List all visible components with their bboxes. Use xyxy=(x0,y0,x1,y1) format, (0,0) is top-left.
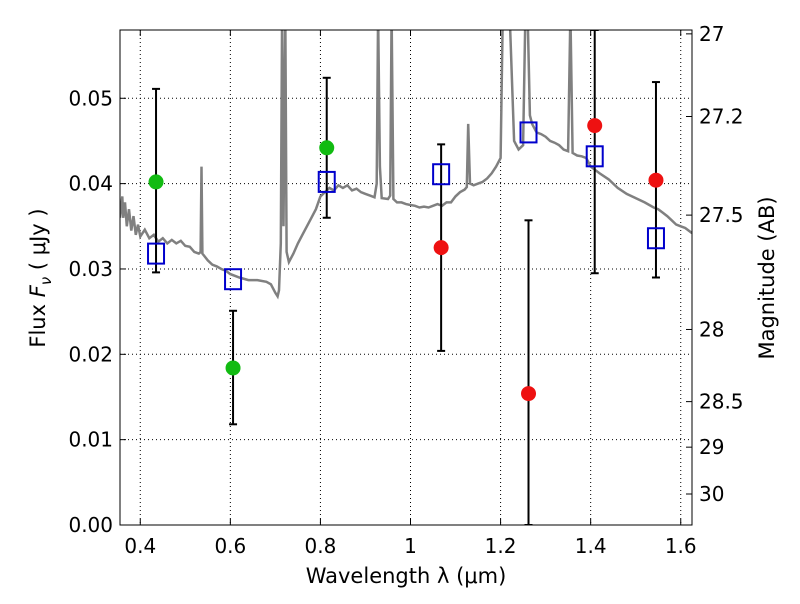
axis-ticks: 0.4 0.6 0.8 1 1.2 1.4 1.6 0.00 0.01 0.02 0.03 0.04 0… xyxy=(68,22,743,558)
model-band-square xyxy=(147,242,166,265)
model-band-square xyxy=(519,121,538,144)
red-data-point xyxy=(648,172,664,188)
model-band-square xyxy=(317,170,336,193)
y-tick-label: 0.01 xyxy=(68,428,113,452)
y-axis-label-suffix: ( μJy ) xyxy=(26,208,50,276)
observed-points xyxy=(148,118,664,402)
x-tick-label: 1 xyxy=(404,534,417,558)
y-axis-label-prefix: Flux xyxy=(26,297,50,347)
green-data-point xyxy=(225,360,241,376)
y-tick-label: 0.02 xyxy=(68,342,113,366)
x-tick-label: 0.8 xyxy=(305,534,337,558)
plot-frame xyxy=(119,29,693,526)
x-axis-label: Wavelength λ (μm) xyxy=(306,564,507,588)
right-tick-label: 27.5 xyxy=(699,203,744,227)
x-tick-label: 1.6 xyxy=(665,534,697,558)
right-tick-label: 28.5 xyxy=(699,390,744,414)
model-spectrum-line xyxy=(120,30,692,300)
red-data-point xyxy=(521,386,537,402)
x-tick-label: 1.2 xyxy=(485,534,517,558)
model-band-squares xyxy=(147,121,665,291)
right-tick-label: 30 xyxy=(699,482,724,506)
green-data-point xyxy=(319,140,335,156)
right-axis-label: Magnitude (AB) xyxy=(755,196,779,359)
y-tick-label: 0.04 xyxy=(68,172,113,196)
right-tick-label: 29 xyxy=(699,435,724,459)
y-tick-label: 0.00 xyxy=(68,513,113,537)
y-axis-label-subscript: ν xyxy=(37,277,55,285)
x-tick-label: 0.4 xyxy=(124,534,156,558)
y-axis-label: Flux Fν ( μJy ) xyxy=(26,208,55,347)
x-tick-label: 1.4 xyxy=(575,534,607,558)
plot-area xyxy=(120,30,692,525)
y-tick-label: 0.03 xyxy=(68,257,113,281)
red-data-point xyxy=(433,240,449,256)
y-axis-label-symbol: F xyxy=(26,284,50,297)
right-tick-label: 28 xyxy=(699,317,724,341)
right-tick-label: 27.2 xyxy=(699,104,744,128)
red-data-point xyxy=(587,118,603,134)
y-tick-label: 0.05 xyxy=(68,86,113,110)
model-band-square xyxy=(585,145,604,168)
green-data-point xyxy=(148,174,164,190)
model-band-square xyxy=(224,268,243,291)
model-band-square xyxy=(646,227,665,250)
model-band-square xyxy=(432,163,451,186)
x-tick-label: 0.6 xyxy=(214,534,246,558)
right-tick-label: 27 xyxy=(699,22,724,46)
